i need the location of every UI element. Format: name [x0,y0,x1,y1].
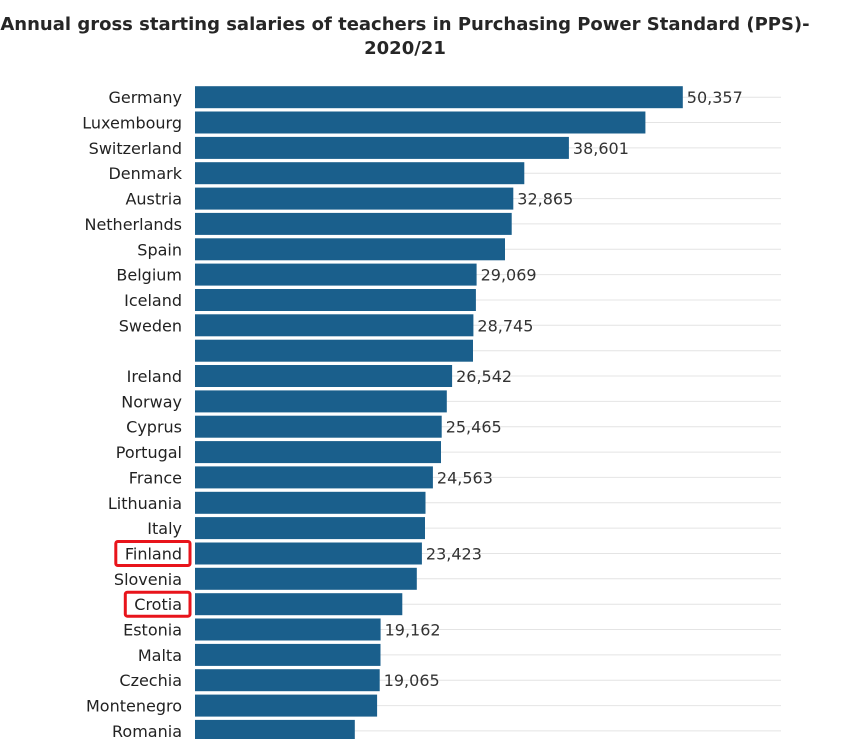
bar [195,390,447,413]
bar [195,694,378,717]
category-label: Finland [125,545,182,564]
bar [195,441,441,464]
bar [195,719,355,739]
bar [195,643,381,666]
bar [195,289,476,311]
category-label: Cyprus [126,418,182,437]
data-label: 26,542 [456,367,512,386]
bar [195,567,417,590]
chart-title-line-1: Annual gross starting salaries of teache… [0,14,810,35]
bar [195,415,442,438]
chart-title: Annual gross starting salaries of teache… [0,13,810,61]
bar [195,339,473,362]
category-label: Denmark [108,164,182,183]
category-label: Slovenia [114,570,182,589]
data-label: 19,065 [384,671,440,690]
category-label: Italy [147,519,182,538]
category-label: Iceland [124,291,182,310]
bar [195,187,514,210]
bar [195,365,453,387]
category-label: Norway [121,392,182,411]
bar [195,491,426,514]
bar [195,238,505,261]
highlight-box [123,590,192,618]
category-label: Ireland [127,367,182,386]
data-label: 23,423 [426,545,482,564]
data-label: 28,745 [477,316,533,335]
chart-title-line-2: 2020/21 [364,38,446,59]
data-label: 24,563 [437,468,493,487]
category-label: Switzerland [89,139,182,158]
bar [195,86,683,109]
category-label: Spain [137,240,182,259]
data-label: 38,601 [573,139,629,158]
bar [195,669,380,692]
bar [195,466,433,489]
category-label: France [129,468,182,487]
category-label: Belgium [116,266,182,285]
category-label: Austria [125,190,182,209]
category-label: Portugal [116,443,182,462]
category-label: Lithuania [108,494,182,513]
data-label: 32,865 [517,190,573,209]
data-label: 50,357 [687,88,743,107]
bar [195,111,646,134]
bar [195,263,477,286]
data-label: 29,069 [481,266,537,285]
category-label: Malta [138,646,182,665]
bar [195,542,422,565]
bar [195,314,474,337]
bar [195,517,425,540]
category-label: Sweden [119,316,182,335]
bar [195,593,403,616]
data-label: 19,162 [385,621,441,640]
category-label: Romania [112,722,182,739]
bar [195,212,512,235]
highlight-box [114,540,192,567]
category-label: Germany [108,88,182,107]
data-label: 25,465 [446,418,502,437]
category-label: Czechia [119,671,182,690]
category-label: Crotia [134,595,182,614]
bar [195,618,381,641]
category-label: Luxembourg [82,114,182,133]
bar [195,162,525,185]
category-label: Estonia [123,621,182,640]
category-label: Netherlands [84,215,182,234]
bar [195,136,569,159]
category-label: Montenegro [86,697,182,716]
